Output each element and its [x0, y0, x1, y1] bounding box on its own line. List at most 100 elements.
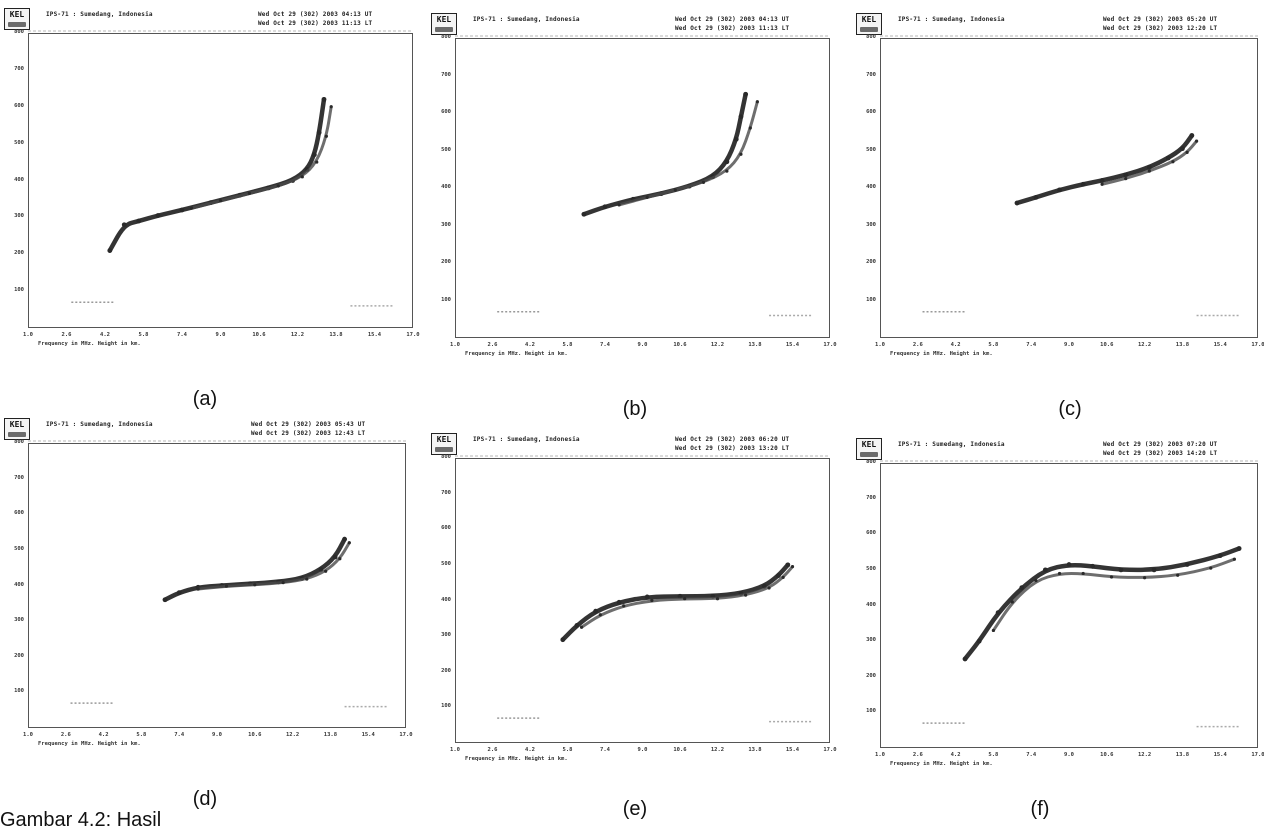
echo-point: [136, 218, 142, 224]
x-tick-label: 13.8: [323, 732, 338, 738]
x-tick-label: 15.4: [785, 342, 800, 348]
y-tick-label: 800: [14, 439, 24, 445]
station-logo-icon: KEL: [4, 418, 30, 440]
echo-point: [1010, 600, 1014, 604]
y-tick-label: 600: [441, 525, 451, 532]
x-tick-label: 15.4: [1213, 342, 1227, 348]
x-tick-label: 7.4: [1026, 752, 1037, 758]
echo-point: [1081, 571, 1085, 576]
echo-point: [738, 114, 744, 120]
echo-point: [574, 623, 580, 628]
y-tick-label: 500: [14, 545, 24, 552]
x-tick-label: 9.0: [1064, 752, 1074, 758]
echo-point: [677, 593, 683, 599]
echo-point: [748, 126, 752, 130]
station-title: IPS-71 : Sumedang, Indonesia: [46, 421, 153, 428]
x-tick-label: 10.6: [673, 342, 687, 348]
header-noise-band: [880, 35, 1258, 37]
echo-point: [162, 597, 168, 603]
echo-point: [1057, 187, 1062, 193]
time-ut: Wed Oct 29 (302) 2003 07:20 UT: [1103, 441, 1218, 448]
header-noise-band: [455, 455, 830, 457]
x-axis-label: Frequency in MHz. Height in km.: [465, 351, 568, 357]
x-tick-label: 13.8: [329, 332, 343, 338]
y-tick-label: 800: [14, 29, 24, 35]
x-tick-label: 17.0: [1251, 752, 1264, 758]
station-logo-bar: [435, 447, 453, 452]
station-logo-mark: KEL: [9, 10, 25, 19]
x-tick-label: 10.6: [1100, 752, 1114, 758]
x-tick-label: 7.4: [1026, 342, 1037, 348]
echo-point: [1143, 576, 1147, 580]
x-tick-label: 5.8: [988, 752, 999, 758]
echo-point: [1057, 571, 1062, 576]
echo-point: [622, 604, 626, 608]
y-tick-label: 700: [866, 494, 876, 501]
echo-point: [332, 554, 338, 560]
x-axis-label: Frequency in MHz. Height in km.: [890, 351, 993, 357]
x-tick-label: 5.8: [138, 332, 149, 338]
echo-point: [1185, 150, 1189, 154]
echo-point: [329, 105, 333, 109]
x-tick-label: 4.2: [98, 732, 109, 738]
x-tick-label: 17.0: [1251, 342, 1264, 348]
echo-point: [276, 184, 280, 188]
ionogram-trace-svg: [922, 546, 1242, 728]
x-tick-label: 2.6: [912, 752, 923, 758]
x-tick-label: 1.0: [875, 342, 885, 348]
echo-point: [247, 191, 251, 196]
echo-point: [1165, 155, 1171, 161]
echo-point: [725, 169, 729, 173]
panel-caption: (a): [192, 388, 218, 410]
echo-point: [755, 100, 759, 104]
x-tick-label: 4.2: [100, 332, 110, 338]
echo-point: [224, 584, 229, 588]
x-tick-label: 9.0: [1064, 342, 1074, 348]
echo-point: [673, 188, 677, 192]
x-tick-label: 12.2: [285, 732, 300, 738]
y-tick-label: 700: [866, 71, 876, 78]
x-tick-label: 7.4: [600, 342, 610, 348]
x-tick-label: 9.0: [215, 332, 226, 338]
y-tick-label: 600: [866, 109, 876, 115]
echo-point: [315, 160, 319, 164]
echo-point: [324, 134, 328, 138]
echo-point: [1109, 575, 1114, 579]
y-tick-label: 100: [441, 703, 451, 710]
echo-point: [1209, 566, 1213, 570]
x-tick-label: 7.4: [177, 332, 187, 338]
echo-point: [1123, 172, 1129, 178]
time-ut: Wed Oct 29 (302) 2003 05:43 UT: [251, 421, 366, 428]
x-tick-label: 2.6: [487, 342, 498, 348]
x-tick-label: 2.6: [912, 342, 923, 348]
x-tick-label: 15.4: [361, 732, 375, 738]
y-tick-label: 700: [441, 489, 451, 496]
echo-point: [976, 638, 982, 644]
time-lt: Wed Oct 29 (302) 2003 12:20 LT: [1103, 25, 1218, 32]
echo-point: [176, 590, 182, 596]
time-lt: Wed Oct 29 (302) 2003 11:13 LT: [258, 20, 373, 27]
y-tick-label: 200: [866, 672, 876, 679]
x-tick-label: 10.6: [248, 732, 262, 738]
x-tick-label: 17.0: [399, 732, 413, 738]
header-noise-band: [880, 460, 1258, 462]
echo-point: [121, 222, 127, 228]
echo-point: [1180, 146, 1185, 152]
ionogram-trace-svg: [497, 91, 812, 317]
echo-point: [1232, 557, 1236, 561]
echo-point: [196, 587, 200, 591]
station-title: IPS-71 : Sumedang, Indonesia: [898, 16, 1005, 23]
station-logo-bar: [860, 27, 878, 32]
panel-caption: (b): [622, 398, 648, 420]
echo-point: [1014, 200, 1020, 206]
echo-point: [1189, 133, 1195, 138]
echo-point: [1033, 194, 1039, 200]
plot-area: [880, 463, 1258, 748]
echo-point: [743, 91, 749, 97]
station-logo-bar: [860, 452, 878, 457]
x-tick-label: 10.6: [1100, 342, 1114, 348]
y-tick-label: 500: [14, 139, 24, 146]
